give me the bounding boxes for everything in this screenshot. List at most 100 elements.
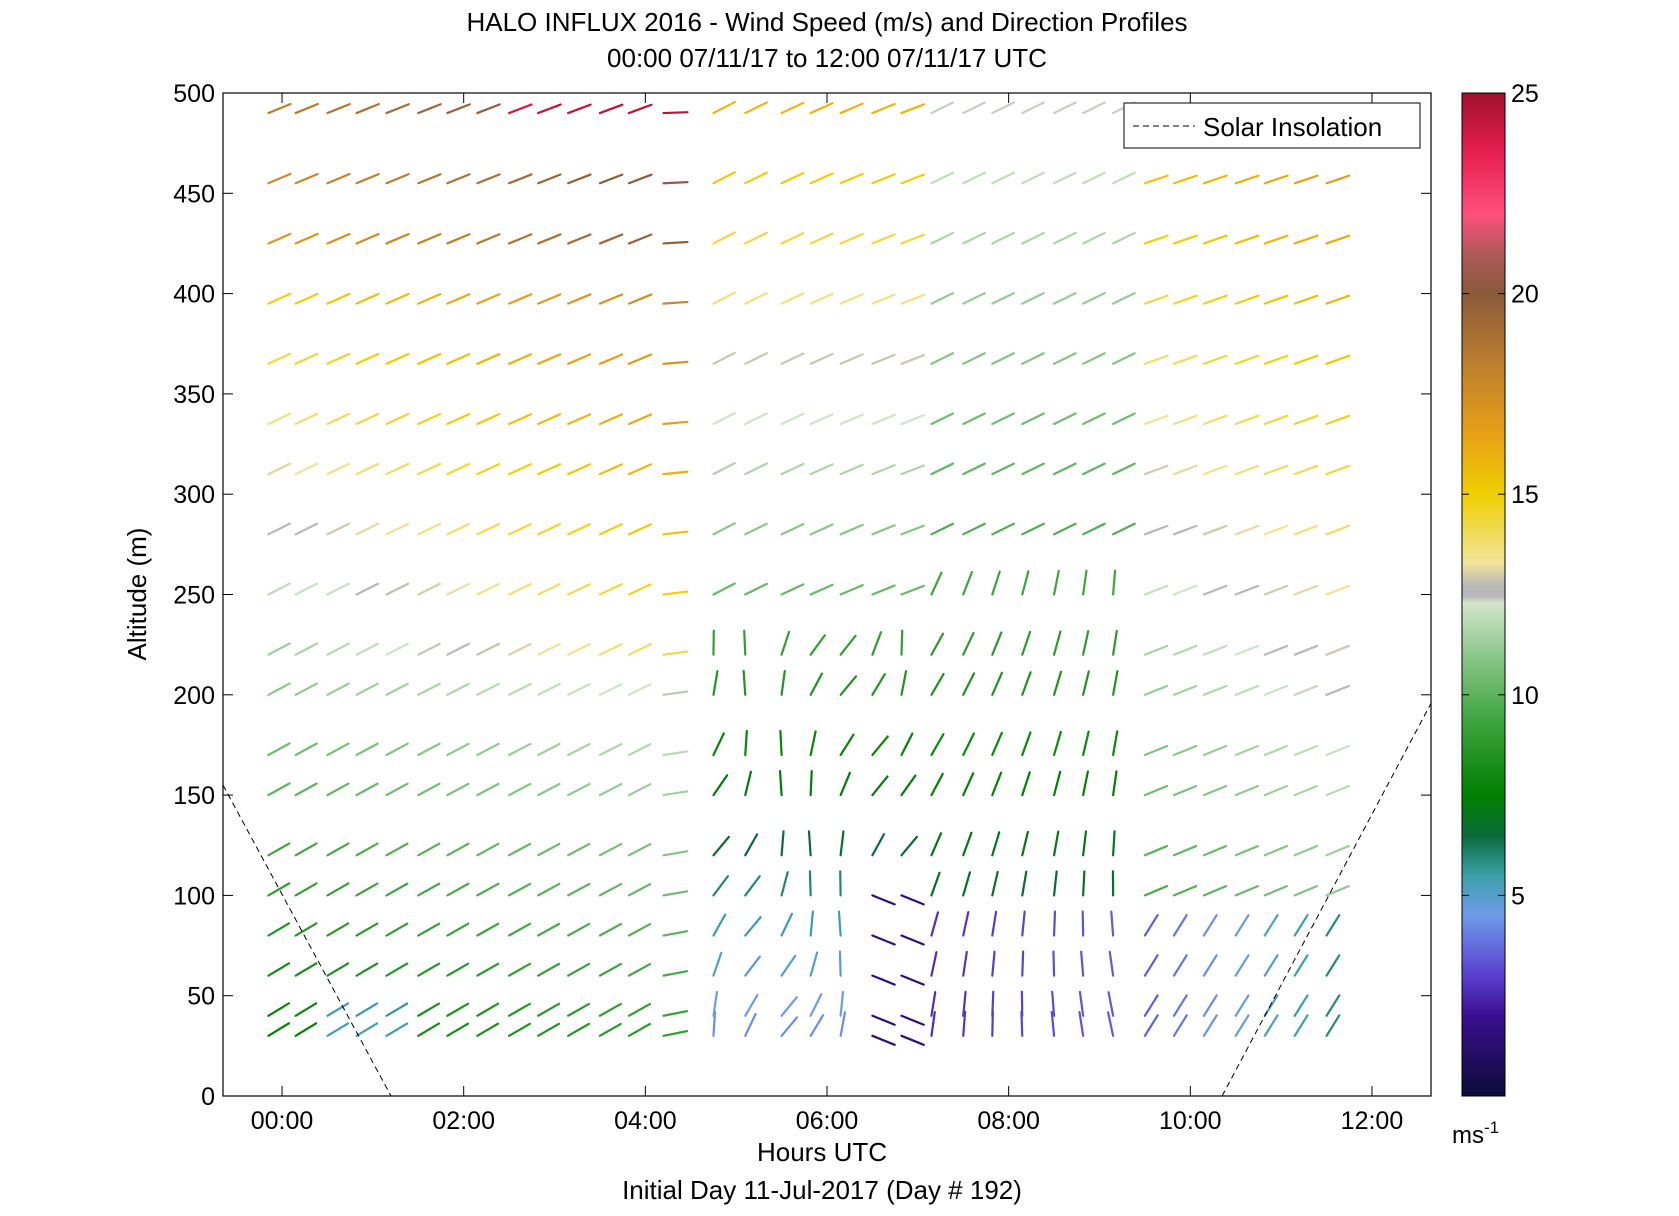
- wind-barb: [1293, 844, 1319, 857]
- wind-barb: [1293, 784, 1319, 797]
- solar-insolation-morning: [223, 784, 392, 1096]
- wind-barb: [294, 922, 318, 937]
- wind-barb: [1112, 770, 1118, 797]
- wind-barb: [1021, 630, 1032, 656]
- wind-barb: [837, 910, 842, 937]
- wind-barb: [326, 1002, 350, 1017]
- wind-barb: [1293, 644, 1319, 656]
- colorbar-ticks: 5 10 15 20 25: [1462, 80, 1539, 910]
- wind-barb: [1263, 914, 1279, 937]
- wind-barb: [267, 1022, 290, 1037]
- wind-barb: [355, 462, 380, 476]
- wind-barb: [417, 682, 441, 696]
- wind-barb: [991, 731, 1003, 757]
- wind-barb: [1110, 910, 1115, 937]
- wind-barb: [294, 232, 319, 245]
- wind-barb: [446, 782, 470, 797]
- wind-barb: [1021, 731, 1032, 757]
- wind-barb: [662, 850, 689, 857]
- wind-barb: [446, 103, 471, 115]
- wind-barb: [1082, 171, 1106, 185]
- colorbar-unit-base: ms: [1452, 1122, 1484, 1149]
- wind-barb: [744, 729, 748, 757]
- wind-barb: [1202, 914, 1218, 937]
- wind-barb: [417, 1002, 441, 1017]
- wind-barb: [809, 292, 834, 305]
- wind-barb: [930, 101, 955, 115]
- wind-barb: [446, 173, 471, 185]
- wind-barb: [1143, 354, 1169, 365]
- wind-barb: [446, 922, 470, 937]
- wind-barb: [1021, 101, 1045, 115]
- wind-barb: [446, 962, 470, 977]
- wind-barb: [1234, 524, 1260, 536]
- wind-barb: [991, 631, 1003, 656]
- wind-barb: [627, 843, 652, 857]
- x-axis-ticks: 00:00 02:00 04:00 06:00 08:00 10:00 12:00: [251, 93, 1403, 1135]
- wind-barb: [871, 735, 889, 757]
- wind-barb: [627, 1002, 652, 1017]
- wind-barb: [1172, 884, 1198, 897]
- y-tick-label: 500: [173, 80, 215, 108]
- wind-barb: [1112, 730, 1119, 757]
- wind-barb: [1143, 644, 1169, 656]
- colorbar-tick-label: 25: [1511, 80, 1539, 108]
- wind-barb: [744, 993, 759, 1017]
- wind-barb: [385, 922, 409, 937]
- y-tick-label: 50: [187, 983, 215, 1011]
- wind-barb: [712, 774, 729, 797]
- wind-barb: [355, 782, 379, 797]
- wind-barb: [1234, 354, 1260, 365]
- wind-barb: [839, 293, 864, 305]
- wind-barb: [744, 582, 768, 596]
- wind-barb: [1143, 174, 1169, 185]
- wind-barb: [385, 522, 410, 536]
- wind-barb: [1172, 294, 1198, 305]
- wind-barb: [1234, 954, 1250, 977]
- wind-barb: [662, 111, 689, 115]
- wind-barb: [1293, 884, 1318, 897]
- wind-barb: [537, 233, 562, 245]
- wind-barb: [267, 782, 291, 797]
- wind-barb: [712, 411, 736, 426]
- wind-barb: [598, 353, 624, 365]
- wind-barb: [598, 882, 623, 897]
- wind-barb: [809, 172, 834, 185]
- wind-barb: [871, 833, 886, 857]
- wind-barb: [1108, 950, 1115, 977]
- wind-barb: [839, 733, 855, 757]
- wind-barb: [1293, 294, 1319, 305]
- wind-barb: [1082, 569, 1088, 596]
- wind-barb: [1052, 101, 1077, 115]
- wind-barb: [1050, 1010, 1056, 1037]
- wind-barb: [930, 632, 945, 656]
- wind-barb: [1143, 464, 1169, 476]
- wind-barb: [598, 1022, 622, 1037]
- wind-barb: [1325, 884, 1350, 897]
- wind-barb: [355, 582, 380, 596]
- wind-barb: [627, 463, 653, 476]
- wind-barb: [662, 790, 689, 797]
- wind-barb: [1082, 830, 1088, 857]
- wind-barb: [662, 470, 689, 476]
- wind-barb: [662, 530, 689, 536]
- wind-barb: [1082, 101, 1106, 115]
- wind-barb: [417, 103, 442, 115]
- wind-barb: [417, 782, 441, 797]
- wind-barb: [780, 996, 798, 1017]
- wind-barb: [1143, 844, 1169, 857]
- wind-barb: [598, 683, 623, 696]
- wind-barb: [712, 732, 725, 757]
- wind-barb: [1202, 414, 1228, 426]
- wind-barb: [871, 631, 883, 656]
- wind-barb: [1112, 670, 1119, 696]
- wind-barb: [712, 231, 736, 245]
- wind-barb: [1325, 744, 1350, 757]
- wind-barb: [1172, 994, 1188, 1017]
- wind-barb: [1263, 784, 1289, 797]
- wind-barb: [839, 102, 864, 115]
- wind-barb: [476, 1022, 500, 1037]
- wind-barb: [326, 782, 350, 797]
- wind-barb: [1052, 730, 1062, 757]
- wind-barb: [712, 522, 736, 536]
